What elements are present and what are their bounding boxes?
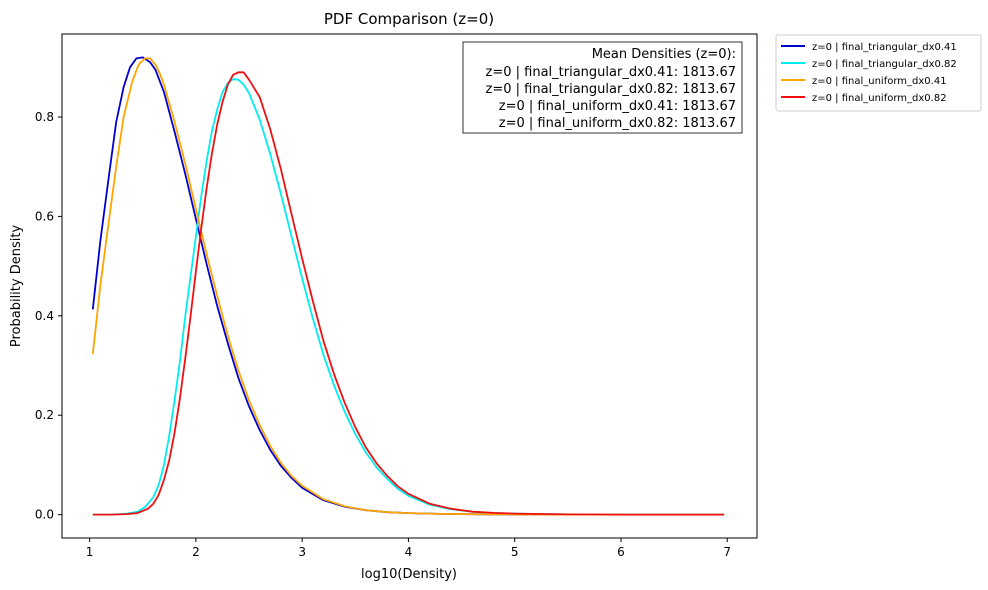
x-tick-label: 3 bbox=[298, 545, 306, 559]
series-layer bbox=[91, 56, 725, 516]
x-tick-label: 4 bbox=[405, 545, 413, 559]
mean-densities-line: z=0 | final_triangular_dx0.41: 1813.67 bbox=[486, 65, 736, 80]
legend-entry: z=0 | final_triangular_dx0.41 bbox=[812, 42, 957, 53]
legend-entry: z=0 | final_triangular_dx0.82 bbox=[812, 59, 957, 70]
plot-area: 1 2 3 4 5 6 7 0.0 0.2 0.4 0.6 0.8 bbox=[35, 33, 758, 559]
chart-title: PDF Comparison (z=0) bbox=[324, 10, 494, 28]
x-axis-ticks: 1 2 3 4 5 6 7 bbox=[86, 538, 731, 559]
series-line-3 bbox=[92, 71, 725, 516]
x-tick-label: 6 bbox=[617, 545, 625, 559]
mean-densities-frame bbox=[462, 41, 743, 134]
x-tick-label: 7 bbox=[723, 545, 731, 559]
y-tick-label: 0.4 bbox=[35, 309, 54, 323]
x-axis-label: log10(Density) bbox=[361, 567, 457, 582]
legend-entry: z=0 | final_uniform_dx0.41 bbox=[812, 76, 947, 87]
y-tick-label: 0.8 bbox=[35, 110, 54, 124]
plot-frame bbox=[61, 33, 758, 539]
legend-frame bbox=[775, 34, 982, 112]
x-tick-label: 2 bbox=[192, 545, 200, 559]
y-tick-label: 0.0 bbox=[35, 508, 54, 522]
mean-densities-line: z=0 | final_triangular_dx0.82: 1813.67 bbox=[486, 82, 736, 97]
y-tick-label: 0.2 bbox=[35, 408, 54, 422]
legend: z=0 | final_triangular_dx0.41 z=0 | fina… bbox=[775, 34, 982, 112]
y-tick-label: 0.6 bbox=[35, 209, 54, 223]
mean-densities-line: z=0 | final_uniform_dx0.41: 1813.67 bbox=[499, 99, 736, 114]
mean-densities-title: Mean Densities (z=0): bbox=[592, 47, 736, 62]
x-tick-label: 5 bbox=[511, 545, 519, 559]
mean-densities-line: z=0 | final_uniform_dx0.82: 1813.67 bbox=[499, 116, 736, 131]
legend-entry: z=0 | final_uniform_dx0.82 bbox=[812, 93, 947, 104]
y-axis-ticks: 0.0 0.2 0.4 0.6 0.8 bbox=[35, 110, 62, 522]
mean-densities-box: Mean Densities (z=0): z=0 | final_triang… bbox=[462, 41, 743, 134]
series-line-2 bbox=[91, 57, 725, 516]
series-line-1 bbox=[92, 78, 725, 516]
y-axis-label: Probability Density bbox=[9, 225, 24, 348]
x-tick-label: 1 bbox=[86, 545, 94, 559]
